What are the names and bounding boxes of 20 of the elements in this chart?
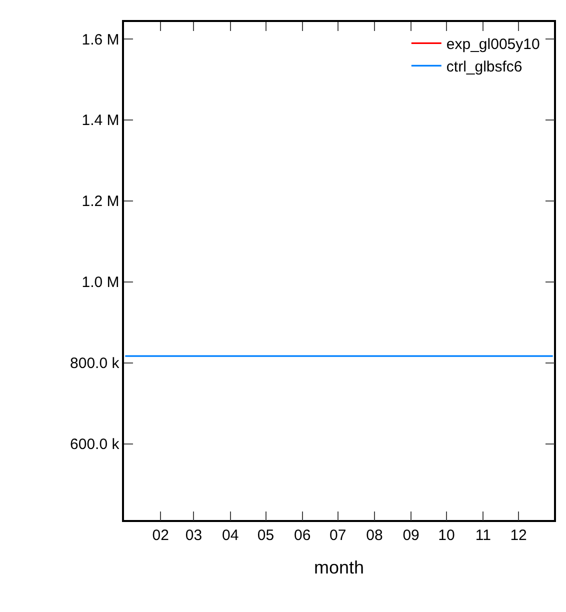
- x-tick-label: 05: [257, 526, 274, 544]
- y-tick-label: 600.0 k: [70, 436, 120, 454]
- legend-label: exp_gl005y10: [446, 36, 540, 54]
- legend-label: ctrl_glbsfc6: [446, 58, 522, 76]
- x-tick-label: 07: [329, 526, 346, 544]
- x-tick-label: 09: [402, 526, 420, 544]
- x-tick-label: 08: [366, 526, 383, 544]
- x-axis-title: month: [314, 557, 364, 578]
- x-tick-label: 06: [294, 526, 311, 544]
- y-tick-label: 1.2 M: [82, 193, 120, 210]
- x-tick-label: 10: [438, 526, 455, 544]
- x-tick-label: 03: [185, 526, 202, 544]
- y-tick-label: 1.6 M: [82, 31, 120, 48]
- x-tick-label: 04: [222, 526, 239, 544]
- x-tick-label: 11: [475, 526, 491, 544]
- x-tick-label: 02: [152, 526, 169, 544]
- y-tick-label: 1.4 M: [82, 112, 120, 130]
- y-tick-label: 800.0 k: [70, 355, 120, 372]
- x-tick-label: 12: [510, 526, 527, 544]
- y-tick-label: 1.0 M: [82, 274, 120, 292]
